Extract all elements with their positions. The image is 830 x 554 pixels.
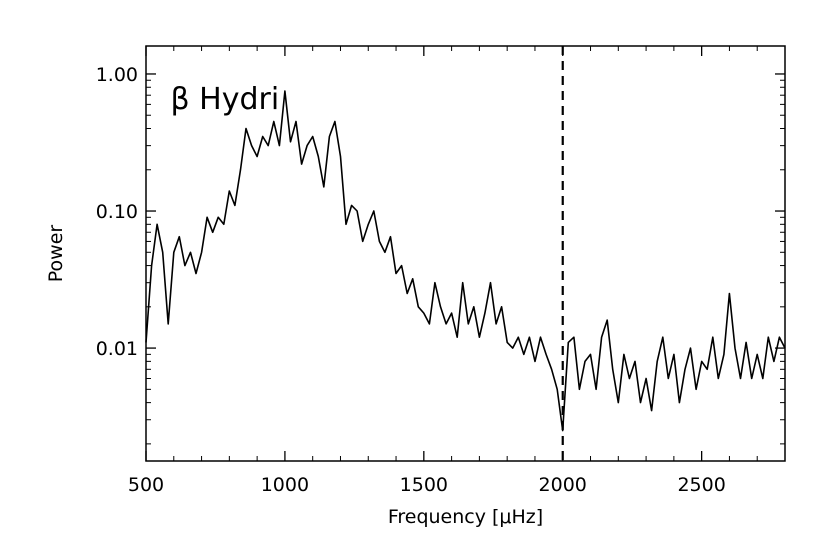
x-tick-label: 1500 bbox=[400, 474, 448, 496]
x-tick-label: 2500 bbox=[677, 474, 725, 496]
x-tick-label: 1000 bbox=[261, 474, 309, 496]
y-tick-label: 1.00 bbox=[96, 64, 138, 86]
axis-ticks bbox=[145, 46, 786, 461]
plot-area bbox=[145, 46, 786, 461]
tick-labels: 500 1000 1500 2000 2500 1.00 0.10 0.01 bbox=[96, 64, 726, 496]
x-axis-label: Frequency [μHz] bbox=[388, 506, 543, 528]
y-tick-label: 0.01 bbox=[96, 338, 138, 360]
plot-frame bbox=[145, 45, 786, 462]
power-spectrum-line bbox=[145, 90, 786, 432]
y-axis-label: Power bbox=[45, 225, 67, 283]
star-name-annotation: β Hydri bbox=[170, 82, 279, 117]
x-tick-label: 2000 bbox=[539, 474, 587, 496]
x-tick-label: 500 bbox=[128, 474, 164, 496]
y-tick-label: 0.10 bbox=[96, 201, 138, 223]
